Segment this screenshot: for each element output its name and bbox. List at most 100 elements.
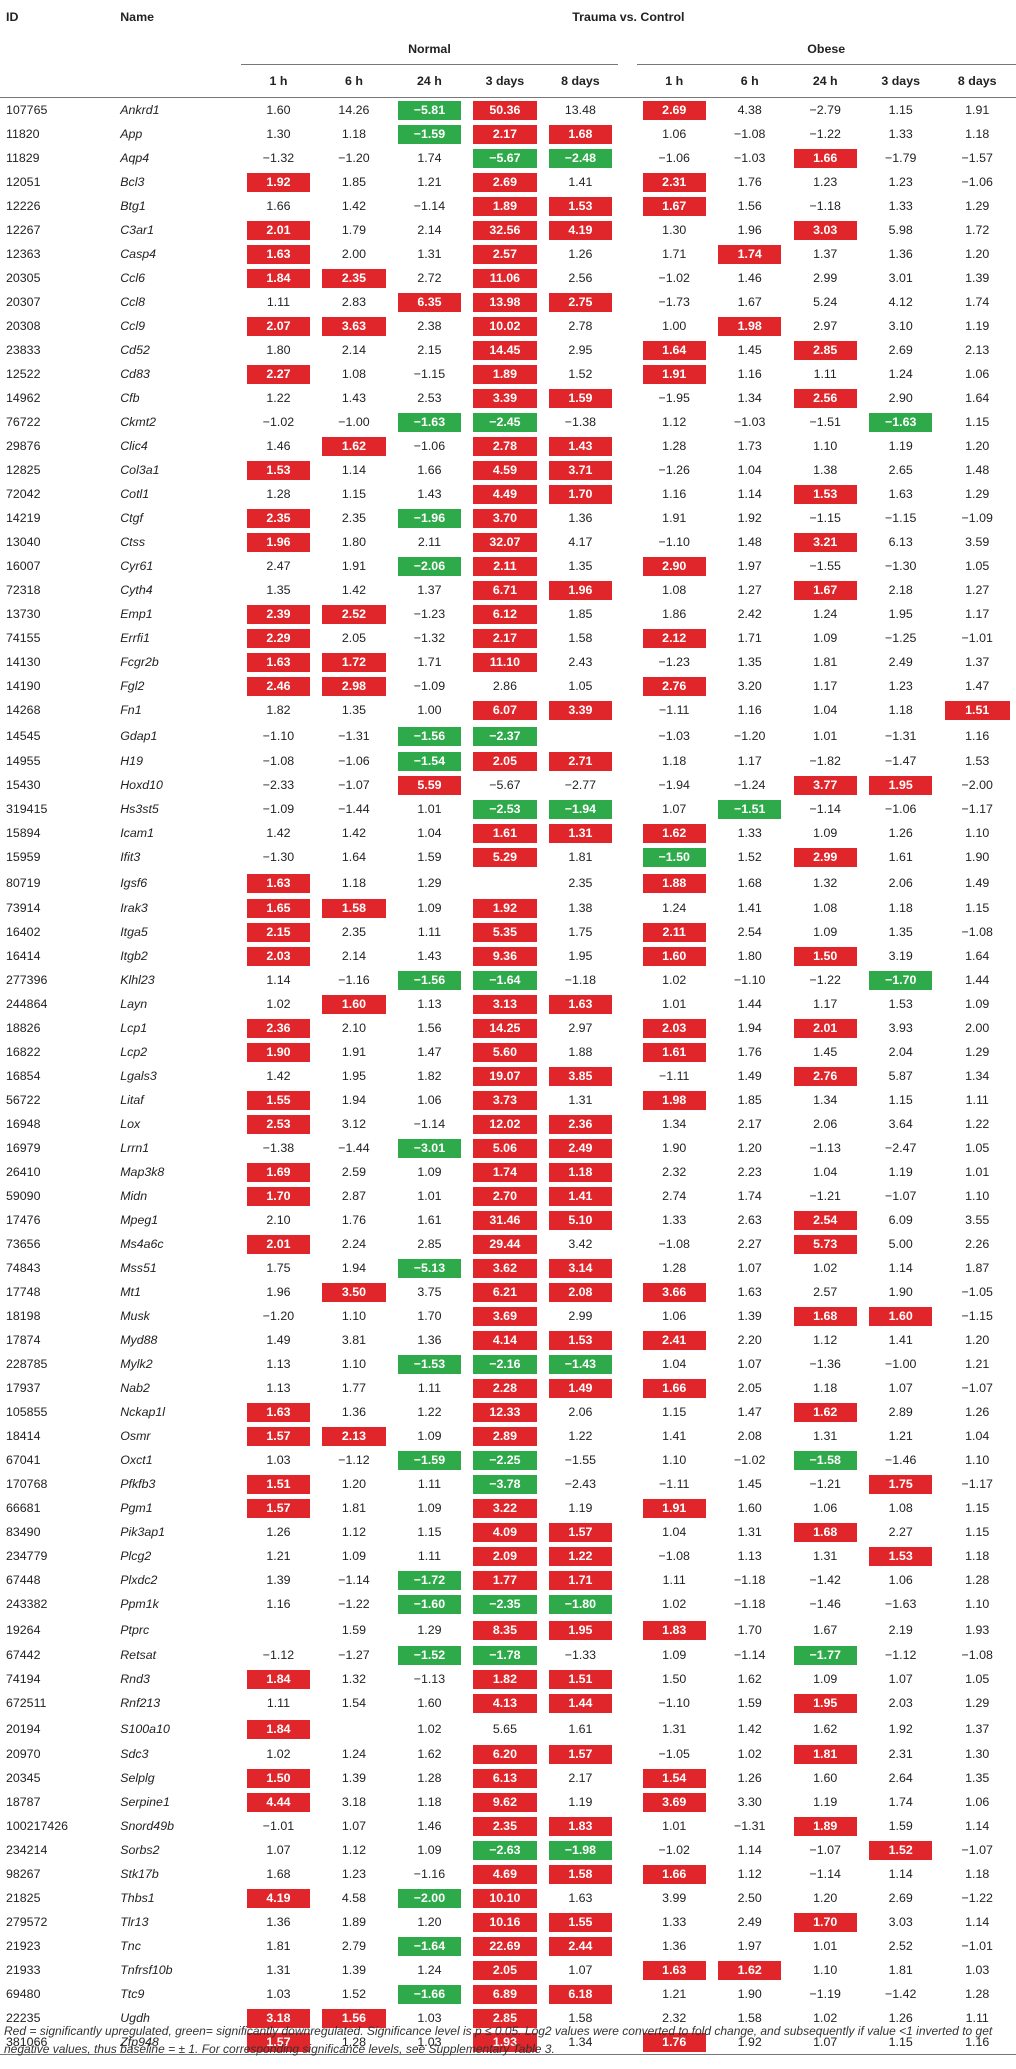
fold-change-value: 1.03 xyxy=(266,1987,291,2001)
value-cell: 1.23 xyxy=(787,170,862,194)
value-cell: 1.67 xyxy=(787,1616,862,1643)
fold-change-value: 1.14 xyxy=(965,1819,990,1833)
column-gap xyxy=(618,1184,636,1208)
fold-change-value: 1.95 xyxy=(888,607,913,621)
upregulated-value: 1.51 xyxy=(944,701,1010,720)
fold-change-value: −1.21 xyxy=(809,1189,841,1203)
fold-change-value: 1.00 xyxy=(662,319,687,333)
table-row: 67448 Plxdc2 1.39 −1.14 −1.72 1.77 1.71 1.11 −1.… xyxy=(0,1568,1016,1592)
fold-change-value: 1.09 xyxy=(662,1648,687,1662)
value-cell: 1.29 xyxy=(392,869,467,896)
fold-change-value: 1.45 xyxy=(737,1477,762,1491)
fold-change-value: 1.08 xyxy=(341,367,366,381)
fold-change-value: −1.11 xyxy=(659,1069,690,1083)
column-gap xyxy=(618,1592,636,1616)
gene-name: Errfi1 xyxy=(120,631,150,645)
value-cell: −5.67 xyxy=(467,773,542,797)
upregulated-value: 3.39 xyxy=(473,389,537,408)
fold-change-value: −1.08 xyxy=(961,1648,993,1662)
fold-change-value: 1.59 xyxy=(341,1622,366,1637)
gene-id: 16854 xyxy=(6,1069,41,1083)
value-cell: 1.57 xyxy=(241,1424,316,1448)
upregulated-value: 1.57 xyxy=(548,1523,613,1542)
fold-change-value: 1.12 xyxy=(341,1525,366,1539)
table-row: 319415 Hs3st5 −1.09 −1.44 1.01 −2.53 −1.94 1.07… xyxy=(0,797,1016,821)
value-cell: 2.05 xyxy=(316,626,391,650)
gene-id: 20345 xyxy=(6,1771,41,1785)
value-cell: 1.60 xyxy=(863,1304,938,1328)
fold-change-value: 1.20 xyxy=(341,1477,366,1491)
fold-change-value: 1.12 xyxy=(813,1333,838,1347)
value-cell: 1.20 xyxy=(938,1328,1016,1352)
value-cell: 2.53 xyxy=(241,1112,316,1136)
upregulated-value: 1.67 xyxy=(793,581,857,600)
value-cell: −1.17 xyxy=(938,797,1016,821)
value-cell: 1.34 xyxy=(787,1088,862,1112)
fold-change-value: 2.56 xyxy=(568,271,593,285)
value-cell: 2.28 xyxy=(467,1376,542,1400)
value-cell: 1.82 xyxy=(467,1667,542,1691)
value-cell: 1.19 xyxy=(543,1790,618,1814)
fold-change-value: 1.60 xyxy=(813,1771,838,1785)
value-cell: −1.07 xyxy=(938,1376,1016,1400)
fold-change-value: 1.42 xyxy=(341,583,366,597)
upregulated-value: 3.03 xyxy=(793,221,857,240)
fold-change-value: 1.15 xyxy=(341,487,366,501)
fold-change-value: 1.21 xyxy=(888,1429,913,1443)
value-cell: 1.34 xyxy=(637,1112,712,1136)
fold-change-value: 2.17 xyxy=(568,1771,593,1785)
value-cell: −1.01 xyxy=(938,626,1016,650)
fold-change-value: −1.55 xyxy=(809,559,841,573)
fold-change-value: 1.10 xyxy=(813,1963,838,1977)
upregulated-value: 2.35 xyxy=(322,269,386,288)
value-cell: 2.14 xyxy=(392,218,467,242)
value-cell: −1.47 xyxy=(863,749,938,773)
downregulated-value: −2.16 xyxy=(473,1355,537,1374)
value-cell: 1.68 xyxy=(787,1304,862,1328)
value-cell: 1.96 xyxy=(543,578,618,602)
fold-change-value: 1.76 xyxy=(341,1213,366,1227)
fold-change-value: 1.52 xyxy=(568,367,593,381)
upregulated-value: 3.66 xyxy=(642,1283,706,1302)
fold-change-value: 1.33 xyxy=(662,1915,687,1929)
value-cell: 1.94 xyxy=(712,1016,787,1040)
fold-change-value: 1.10 xyxy=(341,1357,366,1371)
fold-change-value: −1.02 xyxy=(658,271,690,285)
gene-id: 11820 xyxy=(6,127,40,141)
value-cell: 3.13 xyxy=(467,992,542,1016)
fold-change-value: 1.20 xyxy=(965,439,990,453)
table-row: 18826 Lcp1 2.36 2.10 1.56 14.25 2.97 2.03 1.94 2.… xyxy=(0,1016,1016,1040)
gene-id: 14268 xyxy=(6,703,41,717)
column-gap xyxy=(618,1400,636,1424)
value-cell: 1.54 xyxy=(637,1766,712,1790)
value-cell: 6.89 xyxy=(467,1982,542,2006)
upregulated-value: 1.53 xyxy=(548,197,613,216)
fold-change-value: 3.01 xyxy=(888,271,913,285)
fold-change-value: −1.12 xyxy=(885,1648,917,1662)
table-row: 105855 Nckap1l 1.63 1.36 1.22 12.33 2.06 1.15 1.… xyxy=(0,1400,1016,1424)
value-cell: 1.05 xyxy=(543,674,618,698)
fold-change-value: 1.47 xyxy=(737,1405,762,1419)
fold-change-value: 1.22 xyxy=(965,1117,990,1131)
value-cell: 1.48 xyxy=(938,458,1016,482)
fold-change-value: 1.24 xyxy=(341,1747,366,1761)
fold-change-value: 1.09 xyxy=(813,1672,838,1686)
downregulated-value: −1.64 xyxy=(473,971,537,990)
fold-change-value: −1.06 xyxy=(885,802,917,816)
value-cell: −2.00 xyxy=(392,1886,467,1910)
fold-change-value: 1.21 xyxy=(662,1987,687,2001)
fold-change-value: 2.05 xyxy=(737,1381,762,1395)
value-cell: 1.28 xyxy=(637,434,712,458)
fold-change-value: 1.46 xyxy=(737,271,762,285)
value-cell: 1.16 xyxy=(637,482,712,506)
value-cell: 1.09 xyxy=(392,1838,467,1862)
value-cell: 1.62 xyxy=(392,1742,467,1766)
value-cell: 1.47 xyxy=(938,674,1016,698)
gene-id: 14219 xyxy=(6,511,41,525)
value-cell: 2.47 xyxy=(241,554,316,578)
fold-change-value: 1.06 xyxy=(965,367,990,381)
value-cell: −1.24 xyxy=(712,773,787,797)
value-cell: 1.51 xyxy=(241,1472,316,1496)
fold-change-value: −1.73 xyxy=(658,295,690,309)
fold-change-value: 4.17 xyxy=(568,535,593,549)
